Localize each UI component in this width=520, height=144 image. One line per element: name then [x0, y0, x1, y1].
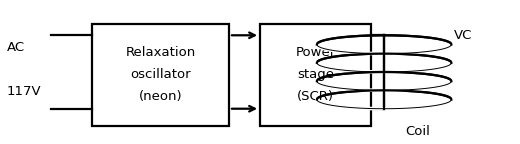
Text: Coil: Coil [405, 125, 430, 138]
Text: Relaxation: Relaxation [125, 46, 196, 59]
Text: VC: VC [454, 29, 472, 42]
Text: AC: AC [7, 41, 24, 54]
Text: 117V: 117V [7, 85, 41, 98]
Text: (SCR): (SCR) [297, 90, 334, 103]
Text: (neon): (neon) [139, 90, 182, 103]
Bar [260, 24, 371, 126]
Text: Power: Power [295, 46, 336, 59]
Text: stage: stage [297, 68, 334, 81]
Bar [92, 24, 229, 126]
Text: oscillator: oscillator [130, 68, 191, 81]
